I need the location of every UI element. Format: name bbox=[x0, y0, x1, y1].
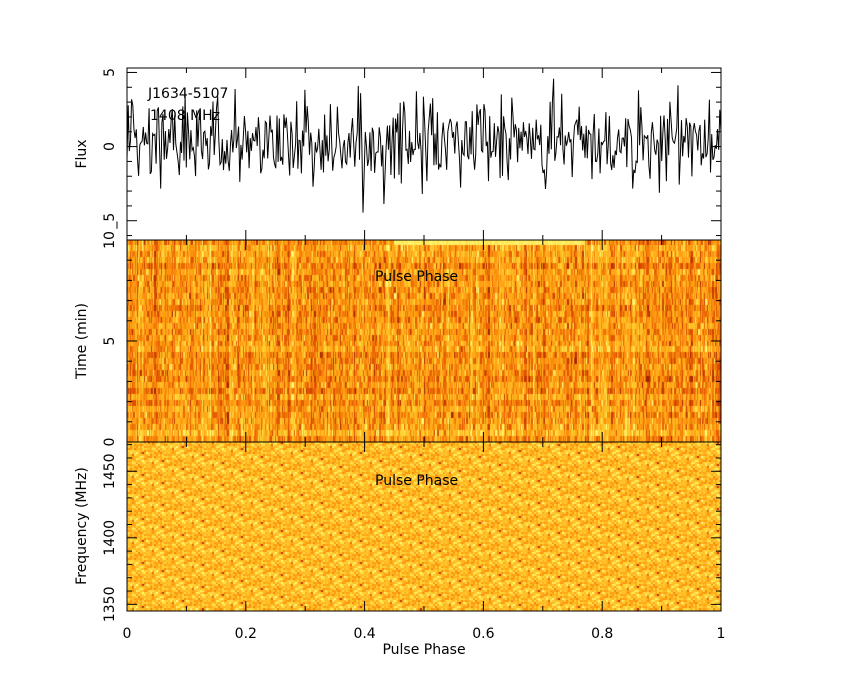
time-axis-label: Time (min) bbox=[74, 303, 90, 380]
y-tick-label: 5 bbox=[102, 68, 118, 77]
observing-frequency: 1408 MHz bbox=[150, 108, 220, 124]
y-tick-label: 0 bbox=[102, 142, 118, 151]
flux-profile-line bbox=[126, 78, 722, 213]
source-name: J1634-5107 bbox=[147, 86, 228, 102]
x-tick-label: 0.4 bbox=[353, 626, 375, 642]
y-tick-label: 1450 bbox=[102, 453, 118, 489]
frequency-phase-heatmap bbox=[127, 442, 721, 611]
axes: 5 0 _5 0 5 10 1350 1400 1450 0 0.2 0.4 0.6 0.8 1 bbox=[102, 67, 726, 642]
time-phase-heatmap bbox=[127, 240, 721, 442]
x-tick-label: 0.2 bbox=[235, 626, 257, 642]
y-tick-label: 1400 bbox=[102, 520, 118, 556]
y-tick-label: 5 bbox=[102, 337, 118, 346]
frequency-axis-label: Frequency (MHz) bbox=[74, 467, 90, 585]
panel-frame bbox=[126, 441, 722, 612]
flux-axis-label: Flux bbox=[74, 139, 90, 168]
y-tick-label: 1350 bbox=[102, 587, 118, 623]
y-tick-label: _5 bbox=[102, 213, 118, 230]
time-panel-label: Pulse Phase bbox=[375, 269, 458, 285]
x-tick-label: 0.6 bbox=[472, 626, 494, 642]
frequency-panel-label: Pulse Phase bbox=[375, 473, 458, 489]
x-tick-label: 0.8 bbox=[591, 626, 613, 642]
y-tick-label: 10 bbox=[102, 231, 118, 249]
x-axis-label: Pulse Phase bbox=[382, 642, 465, 658]
y-tick-label: 0 bbox=[102, 438, 118, 447]
x-tick-label: 1 bbox=[717, 626, 726, 642]
x-tick-label: 0 bbox=[123, 626, 132, 642]
